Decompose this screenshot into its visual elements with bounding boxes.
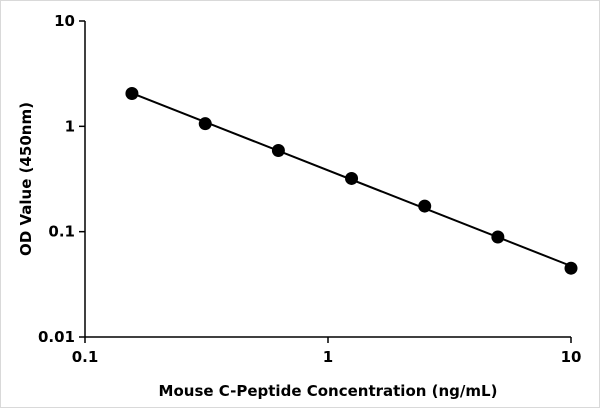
x-tick-label: 0.1: [72, 348, 99, 366]
data-point: [345, 171, 359, 185]
data-point: [125, 86, 139, 100]
y-axis-title: OD Value (450nm): [17, 102, 35, 256]
x-axis-title: Mouse C-Peptide Concentration (ng/mL): [159, 382, 498, 400]
y-tick-label: 10: [54, 12, 75, 30]
data-point: [271, 143, 285, 157]
y-tick-label: 0.1: [48, 223, 75, 241]
x-tick-label: 10: [561, 348, 582, 366]
y-tick-label: 1: [65, 117, 75, 135]
data-point: [198, 117, 212, 131]
data-point: [564, 261, 578, 275]
y-tick-label: 0.01: [38, 328, 75, 346]
x-tick-label: 1: [323, 348, 333, 366]
data-point: [491, 230, 505, 244]
data-point: [418, 199, 432, 213]
